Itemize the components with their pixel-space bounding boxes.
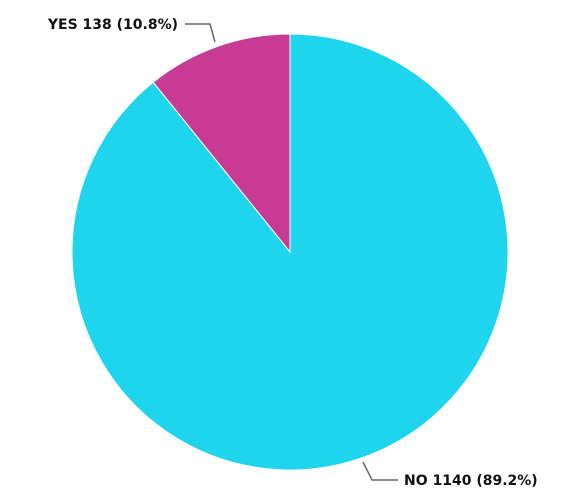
no-slice-label: NO 1140 (89.2%) [404, 473, 538, 489]
no-leader-line [362, 461, 398, 481]
pie-slice-no [71, 33, 509, 471]
pie-slice-yes [152, 33, 291, 254]
pie-slices [71, 33, 509, 471]
yes-leader-line [185, 23, 216, 43]
yes-slice-label: YES 138 (10.8%) [47, 17, 178, 33]
